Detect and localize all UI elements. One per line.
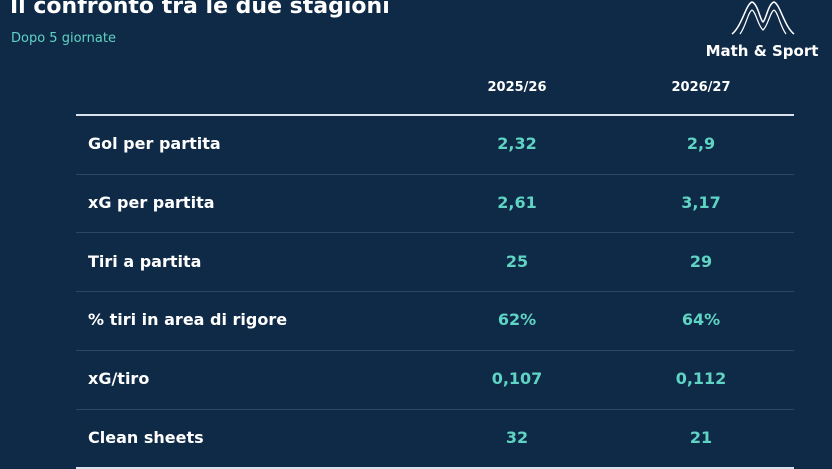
row-label: Clean sheets xyxy=(88,427,204,447)
subtitle: Dopo 5 giornate xyxy=(11,31,116,46)
cell-value: 62% xyxy=(497,310,537,330)
row-label: xG per partita xyxy=(88,193,215,213)
logo-text: Math & Sport xyxy=(705,42,819,60)
row-divider xyxy=(76,232,794,234)
cell-value: 64% xyxy=(681,310,721,330)
row-label: xG/tiro xyxy=(88,369,150,389)
cell-value: 29 xyxy=(689,251,713,271)
row-divider xyxy=(76,291,794,293)
column-header: 2025/26 xyxy=(487,80,547,95)
row-label: Tiri a partita xyxy=(88,251,202,271)
cell-value: 25 xyxy=(505,251,529,271)
cell-value: 0,112 xyxy=(675,369,727,389)
row-label: % tiri in area di rigore xyxy=(88,310,288,330)
logo-icon xyxy=(731,1,795,35)
cell-value: 2,32 xyxy=(497,134,537,154)
cell-value: 21 xyxy=(689,427,713,447)
header-rule xyxy=(76,114,794,116)
title: Il confronto tra le due stagioni xyxy=(10,0,390,19)
row-divider xyxy=(76,173,794,175)
row-label: Gol per partita xyxy=(88,134,221,154)
cell-value: 0,107 xyxy=(491,369,543,389)
cell-value: 3,17 xyxy=(681,193,721,213)
cell-value: 2,9 xyxy=(686,134,716,154)
row-divider xyxy=(76,408,794,410)
cell-value: 2,61 xyxy=(497,193,537,213)
row-divider xyxy=(76,349,794,351)
column-header: 2026/27 xyxy=(671,80,731,95)
cell-value: 32 xyxy=(505,427,529,447)
